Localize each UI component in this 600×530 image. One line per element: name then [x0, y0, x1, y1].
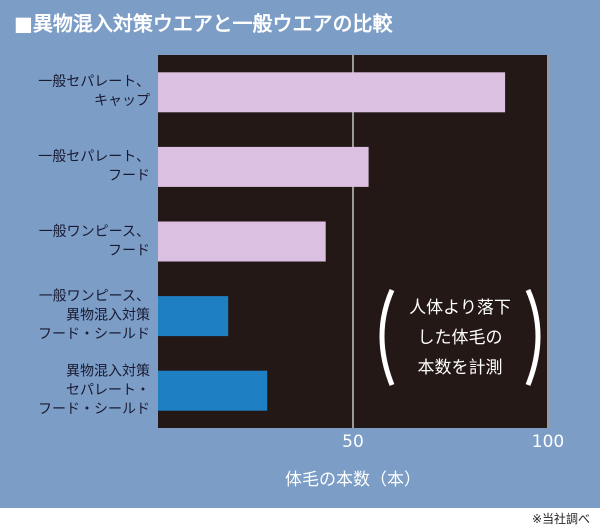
bracket-left	[379, 288, 395, 386]
y-tick-label: 一般セパレート、 キャップ	[38, 74, 150, 110]
bar	[158, 72, 506, 113]
chart-title: ■異物混入対策ウエアと一般ウエアの比較	[14, 12, 393, 36]
bar	[158, 146, 369, 187]
y-tick-label: 一般ワンピース、 フード	[38, 223, 150, 259]
bar	[158, 296, 229, 337]
x-axis-label: 体毛の本数（本）	[285, 470, 421, 490]
bar	[158, 221, 326, 262]
annotation: 人体より落下 した体毛の 本数を計測	[409, 298, 511, 378]
x-tick-label: 100	[532, 432, 564, 452]
y-tick-label: 一般ワンピース、 異物混入対策 フード・シールド	[38, 288, 150, 343]
footer-strip	[0, 508, 600, 530]
y-tick-label: 一般セパレート、 フード	[38, 148, 150, 184]
y-tick-label: 異物混入対策 セパレート・ フード・シールド	[38, 363, 150, 418]
x-tick-label: 50	[342, 432, 364, 452]
note: ※当社調べ	[531, 512, 590, 526]
bracket-right	[525, 288, 541, 386]
bar	[158, 370, 268, 411]
